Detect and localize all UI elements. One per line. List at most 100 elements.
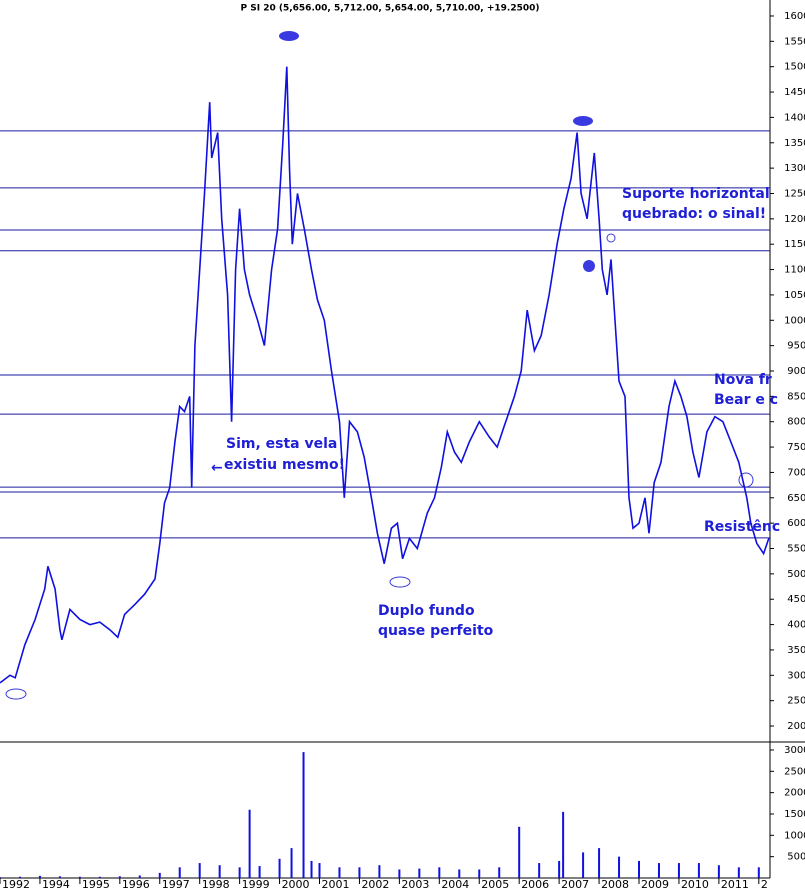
volume-bar — [358, 867, 361, 878]
volume-bar — [198, 863, 201, 878]
volume-bar — [258, 866, 261, 878]
volume-bar — [498, 867, 501, 878]
x-tick-label: 2006 — [521, 878, 549, 891]
x-tick-label: 2007 — [561, 878, 589, 891]
x-tick-label: 2009 — [641, 878, 669, 891]
annotation: Bear e c — [714, 392, 778, 408]
y-tick-label: 6500 — [787, 493, 805, 504]
x-tick-label: 1997 — [162, 878, 190, 891]
volume-bar — [638, 860, 641, 878]
x-tick-label: 2001 — [322, 878, 350, 891]
volume-bar — [378, 865, 381, 878]
bear-icon — [279, 31, 299, 41]
volume-bar — [58, 876, 61, 878]
bull-icon — [5, 688, 27, 700]
volume-bar — [238, 867, 241, 878]
y-tick-label: 20000 — [784, 788, 805, 799]
annotation: Resistênc — [704, 519, 780, 535]
volume-bar — [618, 856, 621, 878]
x-tick-label: 2008 — [601, 878, 629, 891]
bomb-icon — [583, 260, 595, 272]
y-tick-label: 11000 — [784, 265, 805, 276]
y-tick-label: 3000 — [787, 670, 805, 681]
y-tick-label: 7000 — [787, 467, 805, 478]
volume-bar — [218, 865, 221, 878]
volume-bar — [158, 872, 161, 878]
volume-bar — [0, 877, 1, 878]
bull-icon — [389, 576, 411, 588]
volume-bar — [458, 869, 461, 878]
y-tick-label: 5500 — [787, 544, 805, 555]
volume-bar — [717, 865, 720, 878]
volume-bar — [418, 868, 421, 878]
volume-bar — [310, 860, 313, 878]
volume-bar — [178, 867, 181, 878]
annotation: Sim, esta vela — [226, 436, 337, 452]
y-tick-label: 8500 — [787, 391, 805, 402]
volume-bar — [697, 863, 700, 878]
volume-bar — [562, 811, 565, 878]
y-tick-label: 12000 — [784, 214, 805, 225]
y-tick-label: 2000 — [787, 721, 805, 732]
volume-bar — [338, 867, 341, 878]
volume-bar — [98, 876, 101, 878]
y-tick-label: 10500 — [784, 290, 805, 301]
y-tick-label: 25000 — [784, 766, 805, 777]
y-tick-label: 15000 — [784, 809, 805, 820]
y-tick-label: 9500 — [787, 341, 805, 352]
annotation: existiu mesmo! — [224, 457, 345, 473]
y-tick-label: 8000 — [787, 417, 805, 428]
x-tick-label: 2002 — [361, 878, 389, 891]
volume-bar — [78, 876, 81, 878]
x-tick-label: 2011 — [721, 878, 749, 891]
x-tick-label: 2010 — [681, 878, 709, 891]
volume-bar — [278, 858, 281, 878]
volume-bar — [438, 867, 441, 878]
skull-icon — [606, 233, 616, 243]
annotation: Suporte horizontal — [622, 186, 770, 202]
y-tick-label: 9000 — [787, 366, 805, 377]
y-tick-label: 5000 — [787, 569, 805, 580]
y-tick-label: 6000 — [787, 518, 805, 529]
x-tick-label: 2004 — [441, 878, 469, 891]
x-tick-label: 2000 — [282, 878, 310, 891]
x-tick-label: 2003 — [401, 878, 429, 891]
volume-bar — [38, 875, 41, 878]
x-tick-label: 1999 — [242, 878, 270, 891]
annotation: Nova fr — [714, 372, 772, 388]
chart-title: P SI 20 (5,656.00, 5,712.00, 5,654.00, 5… — [241, 4, 540, 14]
x-tick-label: 2 — [761, 878, 768, 891]
bear-icon — [573, 116, 593, 126]
volume-bar — [677, 863, 680, 878]
y-tick-label: 13000 — [784, 163, 805, 174]
y-tick-label: 4500 — [787, 594, 805, 605]
y-tick-label: 14000 — [784, 112, 805, 123]
volume-bar — [318, 863, 321, 878]
x-tick-label: 1998 — [202, 878, 230, 891]
y-tick-label: 30000 — [784, 745, 805, 756]
volume-bar — [478, 869, 481, 878]
volume-bar — [248, 809, 251, 878]
volume-bar — [598, 848, 601, 878]
volume-bar — [657, 863, 660, 878]
y-tick-label: 11500 — [784, 239, 805, 250]
annotation: quebrado: o sinal! — [622, 206, 766, 222]
volume-bar — [518, 826, 521, 878]
y-tick-label: 10000 — [784, 830, 805, 841]
y-tick-label: 3500 — [787, 645, 805, 656]
x-tick-label: 1995 — [82, 878, 110, 891]
y-tick-label: 5000 — [787, 852, 805, 863]
x-tick-label: 1994 — [42, 878, 70, 891]
volume-bar — [538, 863, 541, 878]
volume-bar — [302, 752, 305, 878]
volume-bar — [398, 869, 401, 878]
price-line — [0, 66, 770, 684]
x-tick-label: 1992 — [2, 878, 30, 891]
volume-bar — [18, 876, 21, 878]
y-tick-label: 16000 — [784, 11, 805, 22]
volume-bar — [558, 860, 561, 878]
y-tick-label: 15500 — [784, 36, 805, 47]
y-tick-label: 13500 — [784, 138, 805, 149]
y-tick-label: 2500 — [787, 696, 805, 707]
